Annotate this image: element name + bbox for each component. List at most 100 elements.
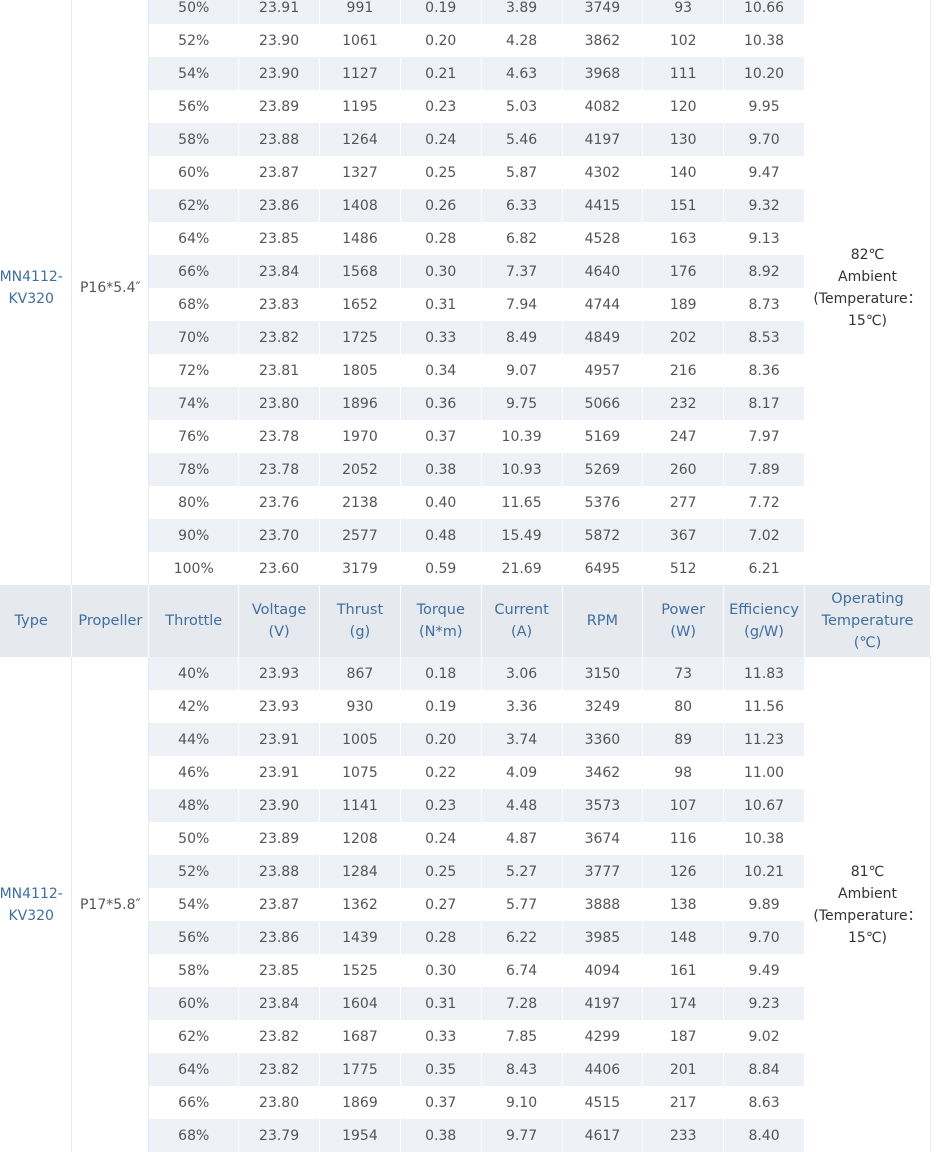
column-header-line: (N*m) <box>418 624 463 640</box>
table-row: 68% 23.83 1652 0.31 7.94 4744 189 8.73 <box>0 288 931 321</box>
column-header-propeller: Propeller <box>71 585 150 657</box>
efficiency-cell: 7.02 <box>723 519 806 552</box>
efficiency-cell: 10.66 <box>723 0 806 24</box>
throttle-cell: 72% <box>148 354 240 387</box>
table-row: 58% 23.85 1525 0.30 6.74 4094 161 9.49 <box>0 954 931 987</box>
rpm-cell: 4299 <box>562 1020 644 1053</box>
rpm-cell: 5066 <box>562 387 644 420</box>
current-cell: 21.69 <box>481 552 563 585</box>
temperature-line: Ambient <box>838 885 897 902</box>
power-cell: 102 <box>642 24 725 57</box>
throttle-cell: 100% <box>148 552 240 585</box>
torque-cell: 0.30 <box>400 954 482 987</box>
torque-cell: 0.59 <box>400 552 482 585</box>
table-row: 72% 23.81 1805 0.34 9.07 4957 216 8.36 <box>0 354 931 387</box>
torque-cell: 0.24 <box>400 123 482 156</box>
thrust-cell: 1127 <box>319 57 401 90</box>
efficiency-cell: 9.70 <box>723 123 806 156</box>
throttle-cell: 64% <box>148 1053 240 1086</box>
column-header-line: Current <box>494 602 549 618</box>
propeller-cell: P16*5.4″ <box>71 0 150 585</box>
voltage-cell: 23.82 <box>238 321 321 354</box>
throttle-cell: 54% <box>148 888 240 921</box>
torque-cell: 0.37 <box>400 1086 482 1119</box>
voltage-cell: 23.87 <box>238 156 321 189</box>
throttle-cell: 50% <box>148 0 240 24</box>
table-row: 66% 23.84 1568 0.30 7.37 4640 176 8.92 <box>0 255 931 288</box>
power-cell: 98 <box>642 756 725 789</box>
efficiency-cell: 6.21 <box>723 552 806 585</box>
thrust-cell: 3179 <box>319 552 401 585</box>
voltage-cell: 23.88 <box>238 123 321 156</box>
throttle-cell: 90% <box>148 519 240 552</box>
table-row: 56% 23.86 1439 0.28 6.22 3985 148 9.70 <box>0 921 931 954</box>
current-cell: 5.27 <box>481 855 563 888</box>
type-line: MN4112- <box>0 269 63 285</box>
thrust-cell: 1327 <box>319 156 401 189</box>
efficiency-cell: 8.17 <box>723 387 806 420</box>
rpm-cell: 4415 <box>562 189 644 222</box>
column-header-power: Power (W) <box>642 585 725 657</box>
rpm-cell: 6495 <box>562 552 644 585</box>
column-header-line: (A) <box>510 624 533 640</box>
rpm-cell: 5269 <box>562 453 644 486</box>
current-cell: 10.93 <box>481 453 563 486</box>
current-cell: 3.74 <box>481 723 563 756</box>
thrust-cell: 930 <box>319 690 401 723</box>
thrust-cell: 1805 <box>319 354 401 387</box>
thrust-cell: 1439 <box>319 921 401 954</box>
current-cell: 8.49 <box>481 321 563 354</box>
column-header-throttle: Throttle <box>148 585 240 657</box>
throttle-cell: 76% <box>148 420 240 453</box>
efficiency-cell: 8.36 <box>723 354 806 387</box>
thrust-cell: 1141 <box>319 789 401 822</box>
column-header-line: Efficiency <box>729 602 799 618</box>
voltage-cell: 23.83 <box>238 288 321 321</box>
propeller-cell: P17*5.8″ <box>71 657 150 1152</box>
current-cell: 4.48 <box>481 789 563 822</box>
current-cell: 3.89 <box>481 0 563 24</box>
rpm-cell: 4849 <box>562 321 644 354</box>
thrust-cell: 1362 <box>319 888 401 921</box>
power-cell: 107 <box>642 789 725 822</box>
current-cell: 9.07 <box>481 354 563 387</box>
table-row: 76% 23.78 1970 0.37 10.39 5169 247 7.97 <box>0 420 931 453</box>
throttle-cell: 46% <box>148 756 240 789</box>
table-row: MN4112- KV320 P17*5.8″ 40% 23.93 867 0.18 3.06 3… <box>0 657 931 1152</box>
voltage-cell: 23.87 <box>238 888 321 921</box>
table-row: 70% 23.82 1725 0.33 8.49 4849 202 8.53 <box>0 321 931 354</box>
voltage-cell: 23.78 <box>238 420 321 453</box>
torque-cell: 0.38 <box>400 453 482 486</box>
throttle-cell: 62% <box>148 189 240 222</box>
efficiency-cell: 11.56 <box>723 690 806 723</box>
torque-cell: 0.38 <box>400 1119 482 1152</box>
column-header-type: Type <box>0 585 73 657</box>
thrust-cell: 2577 <box>319 519 401 552</box>
current-cell: 7.37 <box>481 255 563 288</box>
current-cell: 3.36 <box>481 690 563 723</box>
power-cell: 189 <box>642 288 725 321</box>
throttle-cell: 50% <box>148 822 240 855</box>
thrust-cell: 867 <box>319 657 401 690</box>
rpm-cell: 3888 <box>562 888 644 921</box>
torque-cell: 0.48 <box>400 519 482 552</box>
throttle-cell: 62% <box>148 1020 240 1053</box>
rpm-cell: 4640 <box>562 255 644 288</box>
current-cell: 5.46 <box>481 123 563 156</box>
current-cell: 11.65 <box>481 486 563 519</box>
current-cell: 9.10 <box>481 1086 563 1119</box>
throttle-cell: 52% <box>148 24 240 57</box>
efficiency-cell: 11.23 <box>723 723 806 756</box>
column-header-line: Thrust <box>336 602 384 618</box>
efficiency-cell: 9.02 <box>723 1020 806 1053</box>
torque-cell: 0.33 <box>400 1020 482 1053</box>
table-row: 52% 23.88 1284 0.25 5.27 3777 126 10.21 <box>0 855 931 888</box>
power-cell: 148 <box>642 921 725 954</box>
table-row: 50% 23.89 1208 0.24 4.87 3674 116 10.38 <box>0 822 931 855</box>
column-header-line: (W) <box>670 624 696 640</box>
power-cell: 138 <box>642 888 725 921</box>
throttle-cell: 66% <box>148 1086 240 1119</box>
efficiency-cell: 10.38 <box>723 24 806 57</box>
rpm-cell: 4197 <box>562 987 644 1020</box>
power-cell: 187 <box>642 1020 725 1053</box>
